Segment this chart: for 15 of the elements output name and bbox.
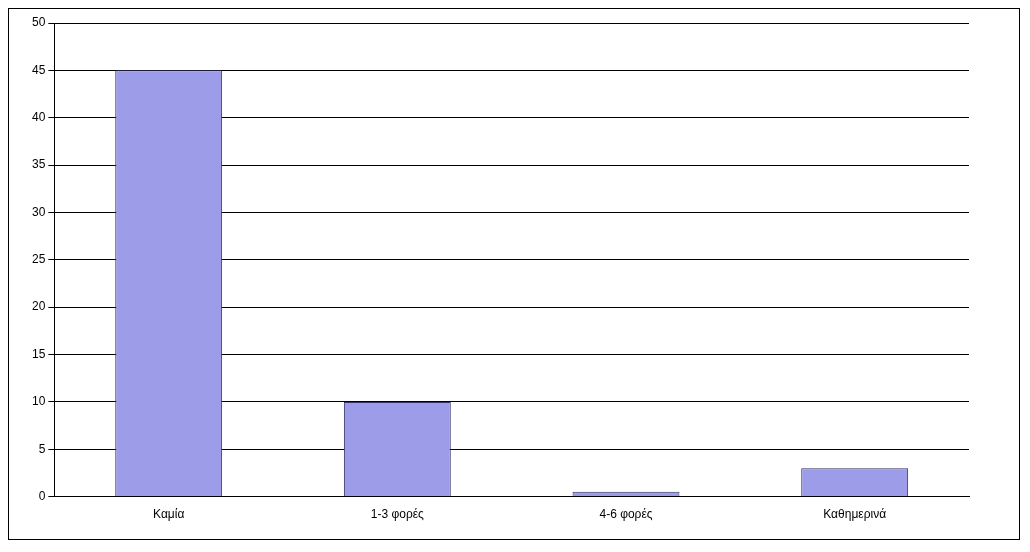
y-tick-label: 0 xyxy=(38,488,46,503)
y-tick-label: 40 xyxy=(31,110,46,125)
y-tick-label: 25 xyxy=(31,252,46,267)
y-tick-label: 5 xyxy=(38,441,46,456)
y-tick-label: 15 xyxy=(31,346,46,361)
y-tick-label: 45 xyxy=(31,62,46,77)
x-tick-label: Καθημερινά xyxy=(823,507,887,522)
y-tick-label: 20 xyxy=(31,299,46,314)
y-tick-label: 10 xyxy=(31,394,46,409)
x-tick-label: 4-6 φορές xyxy=(599,507,653,522)
y-tick-label: 50 xyxy=(31,15,46,30)
x-tick-label: Καμία xyxy=(153,507,185,522)
y-tick-label: 30 xyxy=(31,204,46,219)
x-tick-label: 1-3 φορές xyxy=(370,507,425,522)
y-tick-label: 35 xyxy=(31,157,46,172)
